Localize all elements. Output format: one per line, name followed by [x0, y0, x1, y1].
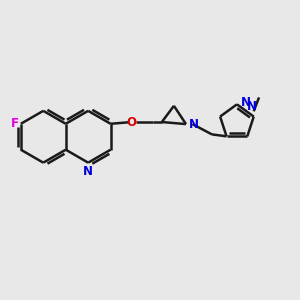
- Text: O: O: [127, 116, 137, 128]
- Text: F: F: [11, 117, 19, 130]
- Text: N: N: [83, 165, 93, 178]
- Text: N: N: [247, 100, 257, 113]
- Text: N: N: [189, 118, 199, 130]
- Text: N: N: [241, 96, 250, 110]
